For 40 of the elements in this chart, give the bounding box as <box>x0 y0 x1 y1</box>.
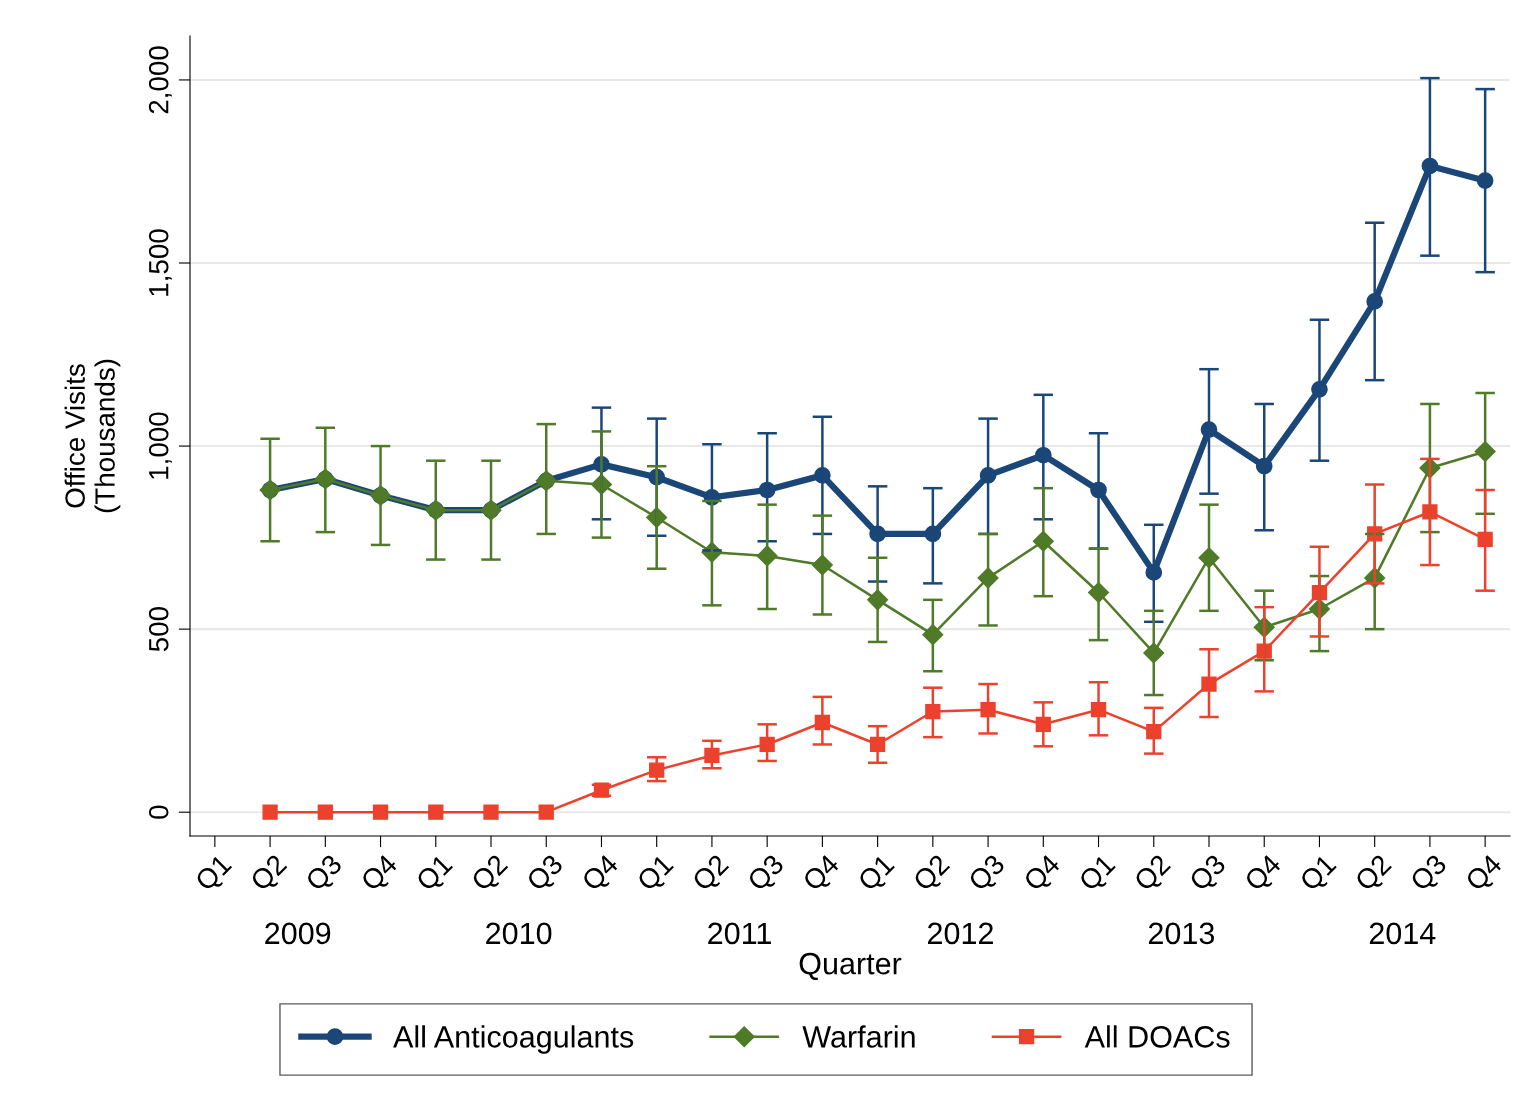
legend-label: Warfarin <box>802 1025 915 1048</box>
text: 2010 <box>486 922 552 945</box>
text: 2011 <box>708 922 771 945</box>
x-tick-label: Q3 <box>967 853 1010 896</box>
x-tick-label: Q4 <box>801 853 844 896</box>
x-tick-label: Q1 <box>194 853 236 896</box>
y-tick-label: 2,000 <box>148 46 172 114</box>
x-tick-label: Q2 <box>1132 853 1175 896</box>
x-tick-label: Q3 <box>746 853 789 896</box>
y-tick-label: 500 <box>148 607 169 652</box>
y-tick-label: 1,500 <box>148 229 172 296</box>
text: 2012 <box>928 922 993 945</box>
x-tick-label: Q3 <box>525 853 568 896</box>
x-tick-label: Q2 <box>1353 853 1396 896</box>
x-tick-label: Q2 <box>470 853 512 896</box>
y-tick-label: 0 <box>148 805 169 819</box>
y-axis-title: Office Visits (Thousands) <box>64 359 121 513</box>
x-tick-label: Q2 <box>249 853 291 896</box>
x-tick-label: Q4 <box>1464 853 1507 896</box>
x-tick-label: Q4 <box>1022 853 1065 896</box>
text: 2009 <box>265 922 331 945</box>
text: 2014 <box>1369 922 1436 945</box>
x-tick-label: Q1 <box>635 853 678 896</box>
x-tick-label: Q4 <box>1243 853 1286 896</box>
x-tick-label: Q2 <box>691 853 733 896</box>
legend-label: All Anticoagulants <box>393 1025 634 1054</box>
x-tick-label: Q3 <box>1409 853 1451 896</box>
text: 2013 <box>1148 922 1215 945</box>
y-tick-label: 1,000 <box>148 412 172 479</box>
x-tick-label: Q1 <box>1077 853 1120 896</box>
x-tick-label: Q4 <box>580 853 623 896</box>
legend-label: All DOACs <box>1084 1025 1230 1048</box>
x-tick-label: Q1 <box>856 853 899 896</box>
x-tick-label: Q3 <box>304 853 347 896</box>
x-axis-title: Quarter <box>799 952 902 980</box>
x-tick-label: Q1 <box>1298 853 1341 896</box>
x-tick-label: Q1 <box>414 853 457 896</box>
x-tick-label: Q3 <box>1188 853 1231 896</box>
x-tick-label: Q4 <box>359 853 402 896</box>
x-tick-label: Q2 <box>912 853 954 896</box>
